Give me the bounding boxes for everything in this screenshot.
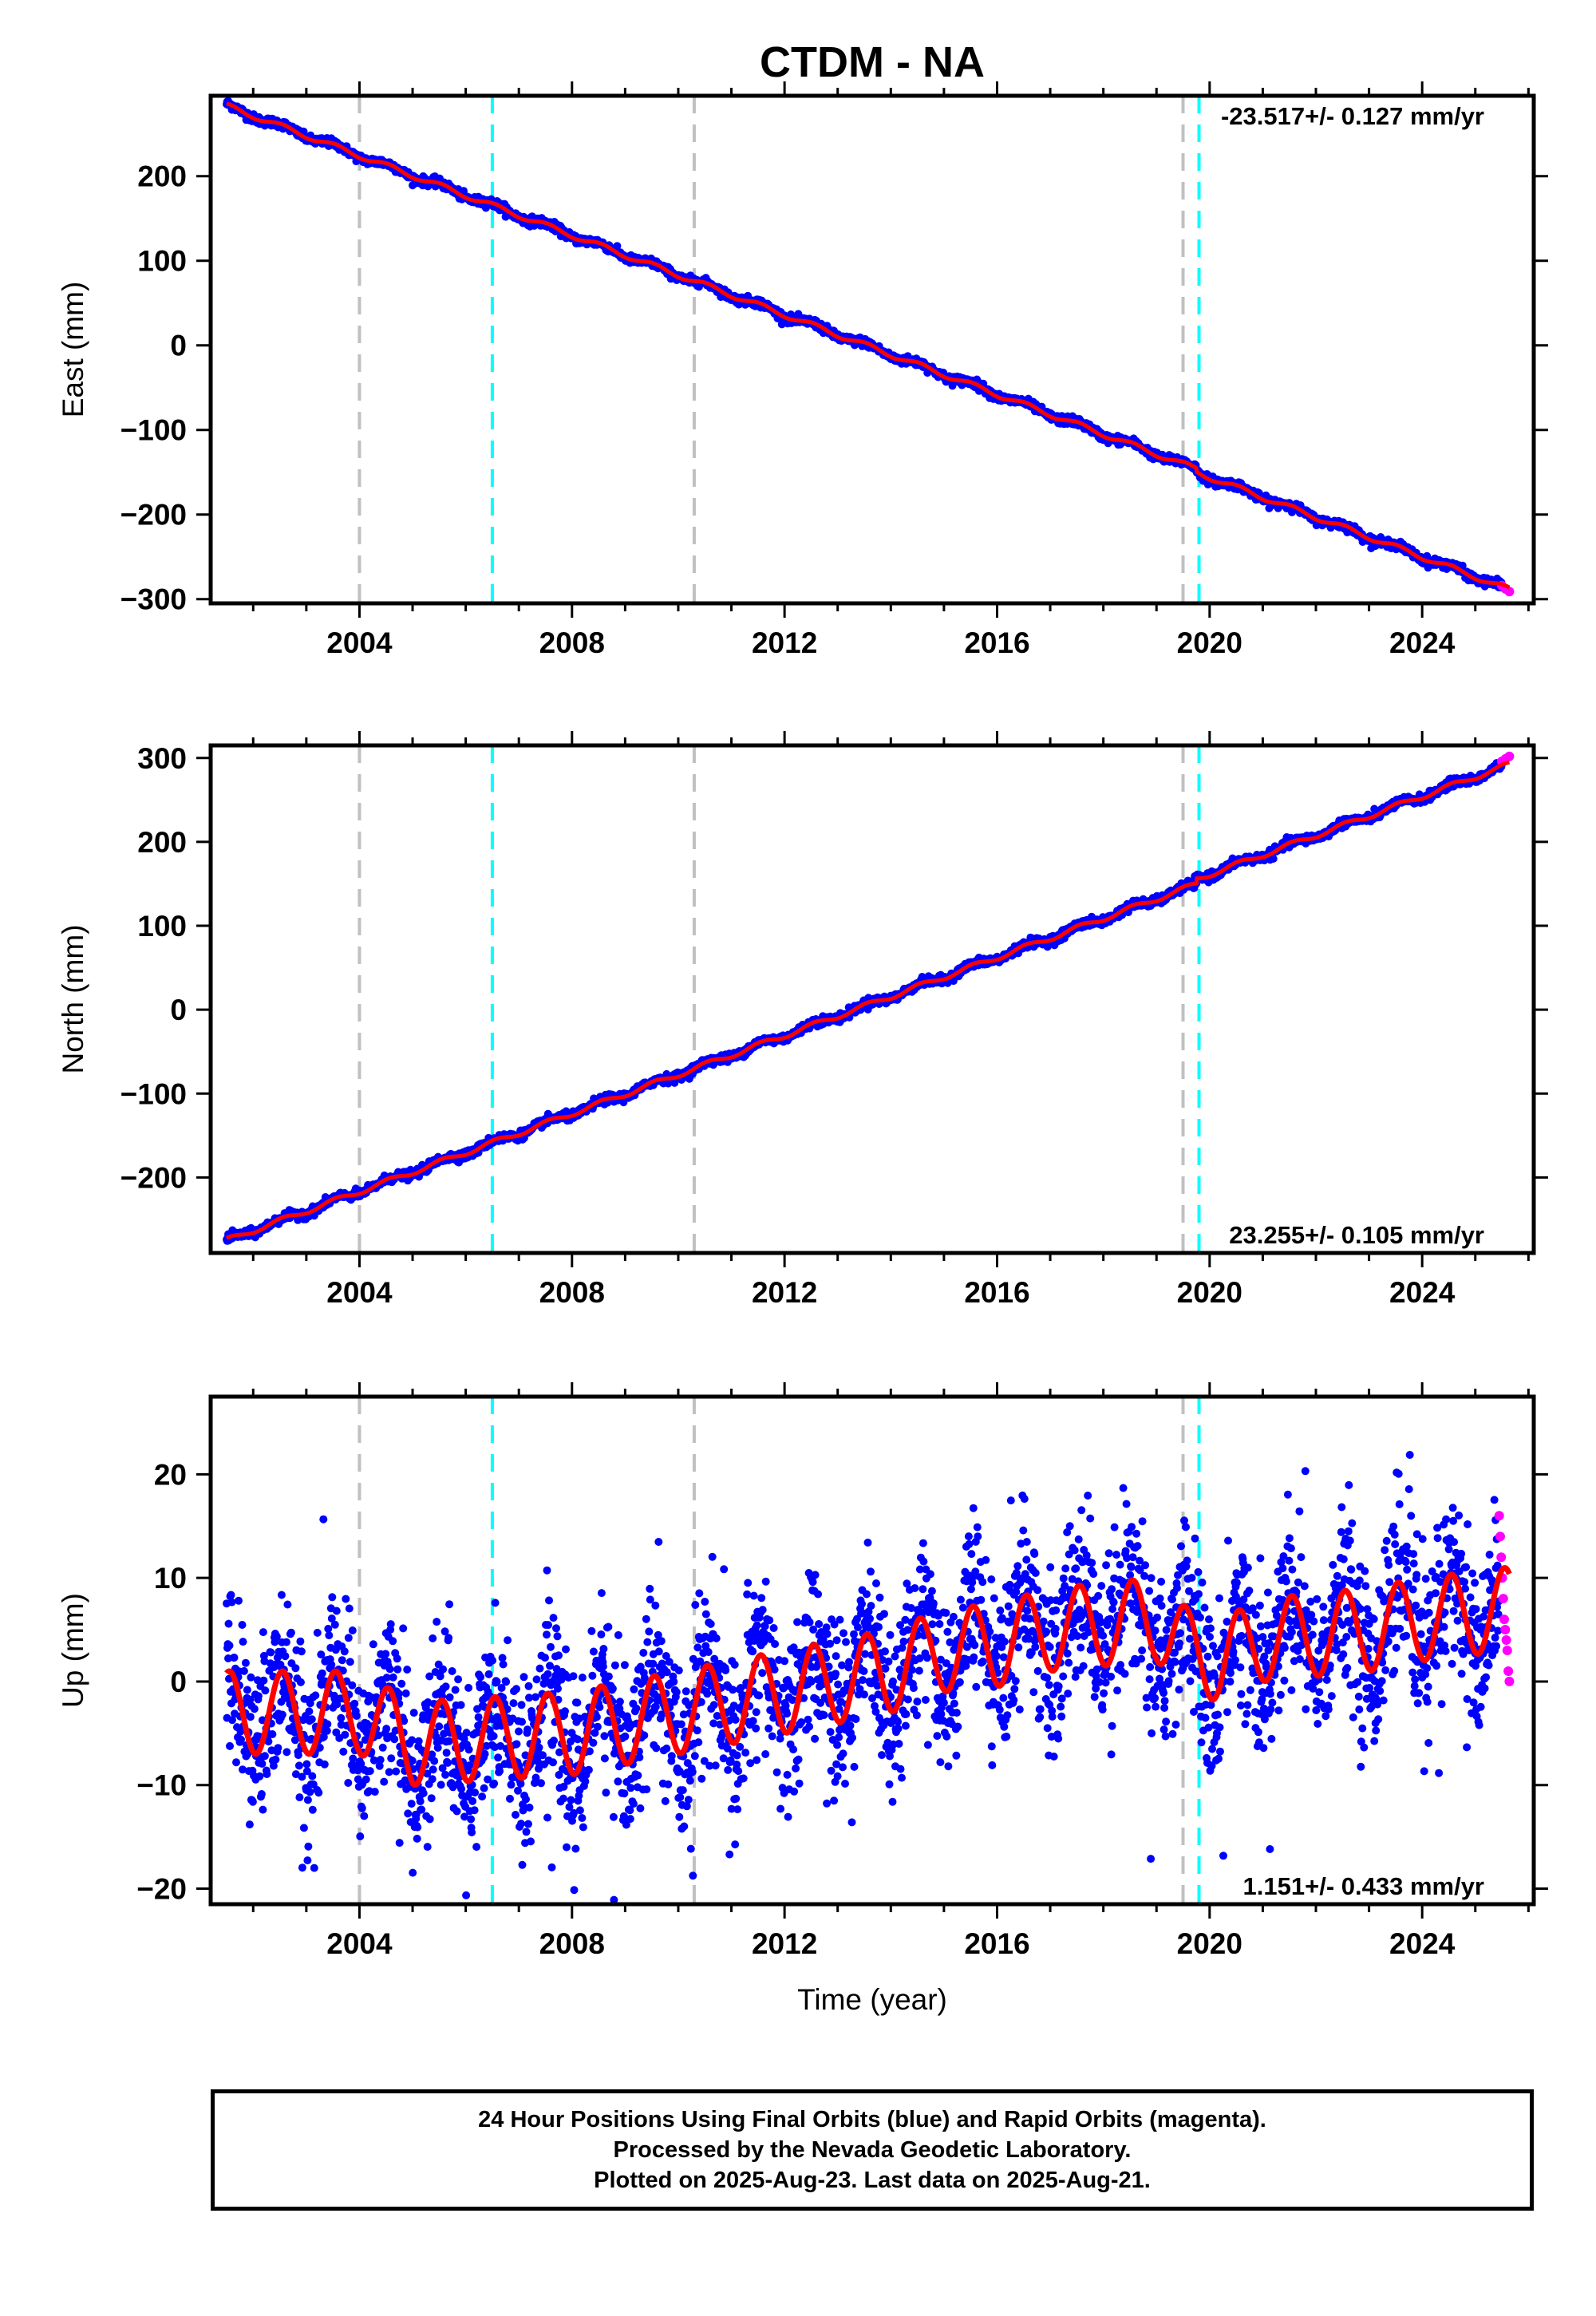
panel-north: 2004 2008 2012 2016 2020 2024 −200 −100 0 100 200 3… [57,731,1548,1309]
rate-annotation: 23.255+/- 0.105 mm/yr [1229,1221,1484,1249]
series-final-orbits [223,1451,1503,1904]
x-tick-label: 2020 [1177,1276,1242,1309]
y-tick-label: −100 [120,1077,187,1110]
x-tick-label: 2012 [752,626,817,659]
x-tick-label: 2024 [1389,626,1456,659]
rapid-point [1504,751,1515,761]
rate-annotation: -23.517+/- 0.127 mm/yr [1221,102,1484,130]
y-tick-label: 0 [170,330,187,362]
y-tick-label: −200 [120,1161,187,1194]
x-tick-label: 2020 [1177,626,1242,659]
plot-area-up [223,1397,1515,1904]
panel-east: 2004 2008 2012 2016 2020 2024 −300 −200 −100 0 100… [57,81,1548,659]
plot-area-east [223,96,1515,603]
y-tick-label: 300 [137,742,187,775]
x-tick-label: 2008 [539,626,605,659]
y-tick-label: 100 [137,245,187,278]
rapid-point [1504,587,1515,597]
y-tick-label: −200 [120,499,187,532]
y-tick-label: 0 [170,994,187,1026]
x-tick-label: 2004 [326,626,393,659]
chart-title: CTDM - NA [760,38,985,86]
x-tick-label: 2012 [752,1276,817,1309]
data-point [224,1619,233,1628]
x-tick-label: 2024 [1389,1276,1456,1309]
x-tick-label: 2008 [539,1276,605,1309]
x-tick-label: 2016 [964,626,1029,659]
y-tick-label: −300 [120,583,187,616]
plot-area-north [223,745,1515,1253]
y-tick-label: 100 [137,910,187,943]
data-point [613,242,622,251]
data-point [948,381,957,390]
x-tick-label: 2016 [964,1276,1029,1309]
y-tick-label: 200 [137,826,187,859]
y-axis-label: East (mm) [57,282,89,418]
panels: 2004 2008 2012 2016 2020 2024 −300 −200 −100 0 100… [57,81,1548,1960]
y-tick-label: 200 [137,160,187,193]
y-axis-label: North (mm) [57,924,89,1073]
x-tick-label: 2004 [326,1276,393,1309]
y-tick-label: −100 [120,414,187,447]
